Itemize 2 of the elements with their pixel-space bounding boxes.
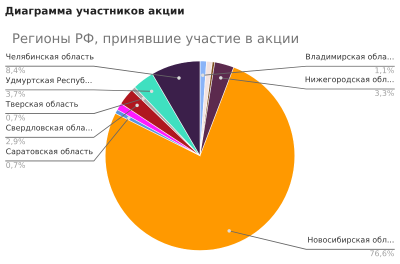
chart-title: Диаграмма участников акции xyxy=(5,6,184,17)
chart-subtitle: Регионы РФ, принявшие участие в акции xyxy=(13,33,298,46)
